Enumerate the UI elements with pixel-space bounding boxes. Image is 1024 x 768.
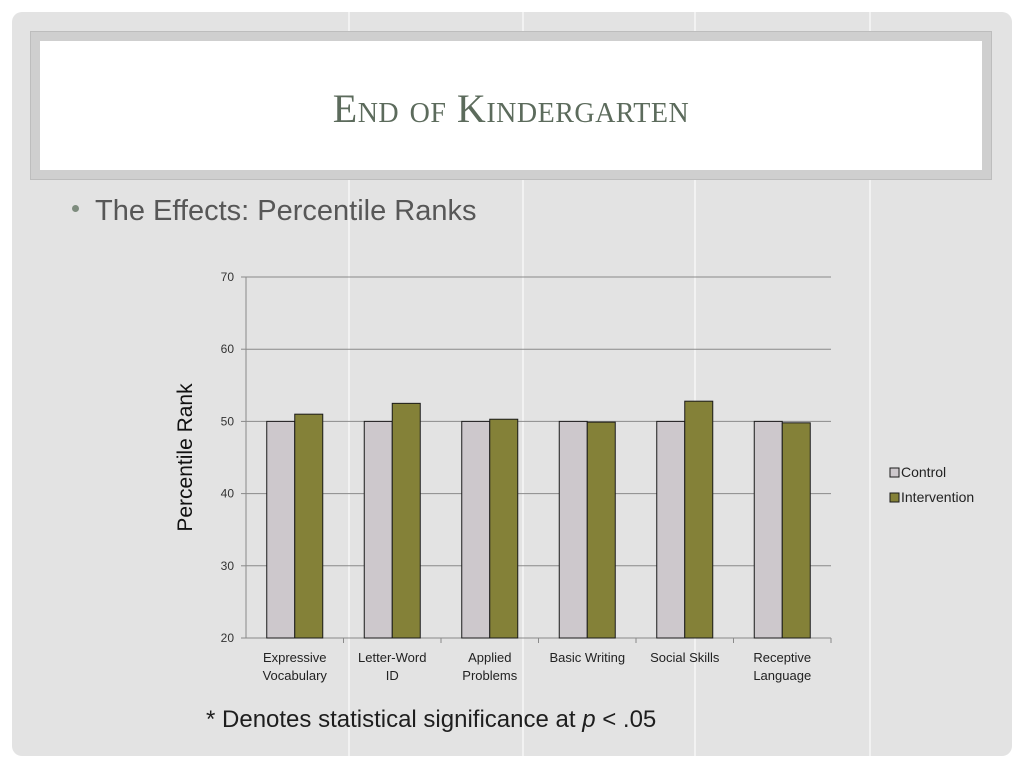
y-tick-label: 70 [221,270,235,284]
y-axis-title: Percentile Rank [174,383,197,532]
footnote-prefix: * Denotes statistical significance at [206,706,583,733]
x-tick-label: Applied [468,650,511,665]
x-tick-label: Problems [462,668,517,683]
y-tick-label: 20 [221,631,235,645]
legend-label-intervention: Intervention [901,489,974,505]
x-tick-label: Receptive [753,650,811,665]
title-box: End of Kindergarten [40,41,982,170]
bar-intervention [391,402,421,639]
bar-control [656,420,686,639]
y-tick-label: 30 [221,559,235,573]
bullet-dot-icon [72,204,79,212]
bar-control [558,420,588,639]
background-stripe [694,12,696,756]
x-tick-label: ID [386,668,399,683]
x-tick-label: Basic Writing [549,650,625,665]
bar-intervention [684,400,714,639]
y-tick-label: 50 [221,414,235,428]
bar-intervention [489,418,519,639]
bar-control [266,420,296,639]
x-tick-label: Letter-Word [358,650,426,665]
background-stripe [522,12,524,756]
bullet-point: The Effects: Percentile Ranks [72,195,476,228]
legend-swatch-intervention [889,492,900,503]
bar-intervention [781,422,811,639]
bar-intervention [586,421,616,639]
footnote-suffix: < .05 [595,706,657,733]
footnote-p-symbol: p [582,706,596,733]
slide-title: End of Kindergarten [332,86,690,131]
bar-control [753,420,783,639]
x-tick-label: Vocabulary [263,668,328,683]
bar-control [363,420,393,639]
footnote: * Denotes statistical significance at p … [206,706,656,734]
bar-control [461,420,491,639]
y-tick-label: 60 [221,342,235,356]
slide: End of Kindergarten The Effects: Percent… [12,12,1012,756]
legend-swatch-control [889,467,900,478]
background-stripe [869,12,871,756]
x-tick-label: Language [753,668,811,683]
legend-label-control: Control [901,464,946,480]
background-stripe [348,12,350,756]
x-tick-label: Expressive [263,650,327,665]
bullet-text: The Effects: Percentile Ranks [95,195,477,227]
y-tick-label: 40 [221,487,235,501]
bar-intervention [294,413,324,639]
x-tick-label: Social Skills [650,650,720,665]
